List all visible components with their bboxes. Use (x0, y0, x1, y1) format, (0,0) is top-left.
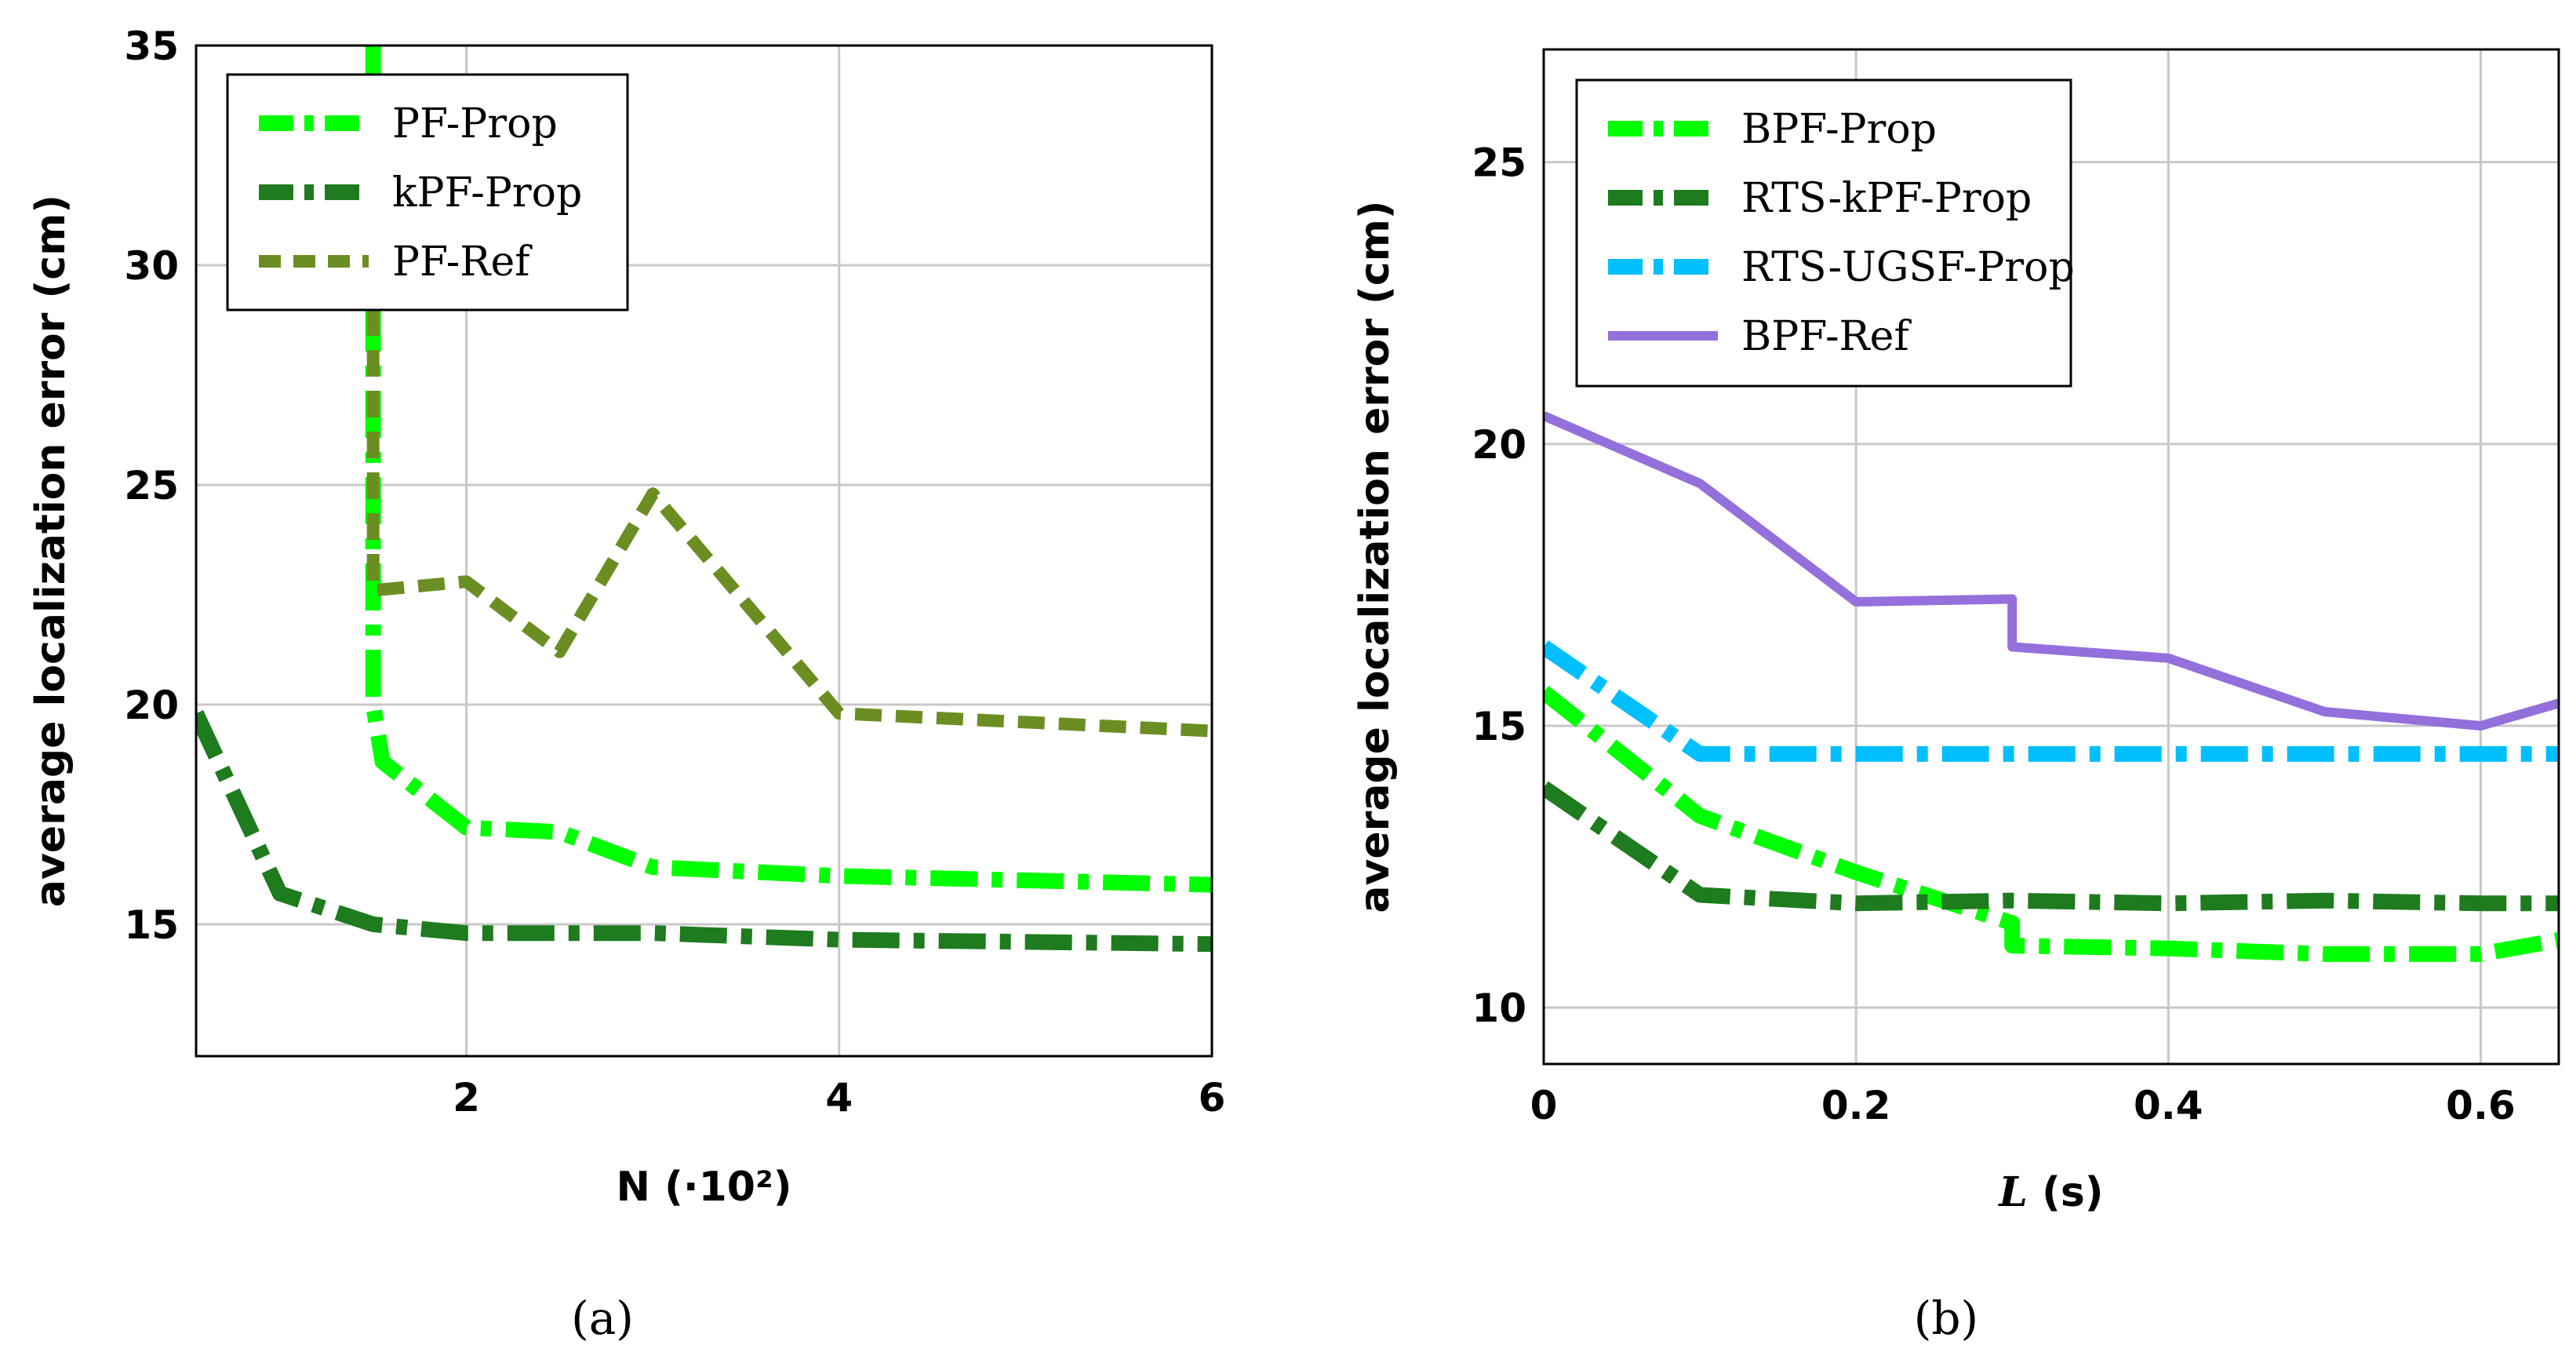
chart-a-xtick-1: 4 (825, 1075, 853, 1120)
chart-b-xlabel: L (s) (1997, 1168, 2103, 1216)
chart-b-xtick-3: 0.6 (2446, 1083, 2516, 1128)
chart-b-xtick-0: 0 (1530, 1083, 1558, 1128)
chart-b-xtick-2: 0.4 (2134, 1083, 2203, 1128)
chart-a-legend-label-2: PF-Ref (392, 239, 533, 286)
chart-b-frame (1542, 48, 2560, 1066)
chart-a: 2 4 6 15 20 25 30 35 N (·10²) average localizat… (27, 24, 1225, 1345)
chart-a-ylabel: average localization error (cm) (27, 195, 75, 907)
chart-b: 0 0.2 0.4 0.6 10 15 20 25 L (s) average localiz… (1352, 48, 2560, 1345)
chart-b-legend: BPF-Prop RTS-kPF-Prop RTS-UGSF-Prop BPF-Ref (1575, 78, 2075, 388)
chart-a-series (196, 46, 1212, 953)
chart-b-ticks: 0 0.2 0.4 0.6 10 15 20 25 (1472, 140, 2515, 1128)
chart-b-legend-label-0: BPF-Prop (1741, 106, 1937, 153)
chart-b-series-rts-ugsf-prop (1544, 640, 2559, 762)
chart-a-caption: (a) (571, 1292, 634, 1345)
chart-a-xtick-0: 2 (453, 1075, 480, 1120)
chart-b-legend-label-2: RTS-UGSF-Prop (1741, 244, 2075, 291)
chart-b-ytick-2: 20 (1472, 422, 1526, 468)
chart-b-ytick-0: 10 (1472, 986, 1526, 1031)
chart-b-legend-label-1: RTS-kPF-Prop (1741, 175, 2032, 222)
chart-a-ytick-1: 20 (124, 683, 179, 728)
chart-b-ytick-3: 25 (1472, 140, 1526, 186)
chart-a-ytick-2: 25 (124, 463, 179, 508)
chart-a-ytick-3: 30 (124, 243, 179, 289)
chart-b-xtick-1: 0.2 (1821, 1083, 1891, 1128)
chart-a-legend: PF-Prop kPF-Prop PF-Ref (226, 73, 629, 312)
chart-a-series-pf-prop (365, 46, 1212, 893)
chart-b-legend-label-3: BPF-Ref (1741, 313, 1912, 360)
chart-a-legend-label-0: PF-Prop (392, 100, 558, 148)
chart-b-series-bpf-prop (1544, 686, 2559, 962)
chart-b-series (1544, 411, 2559, 962)
chart-a-legend-box (226, 73, 629, 312)
chart-b-series-bpf-ref (1544, 411, 2559, 731)
chart-b-series-rts-kpf-prop (1544, 781, 2559, 912)
chart-b-ylabel: average localization error (cm) (1352, 200, 1399, 913)
chart-a-xtick-2: 6 (1199, 1075, 1226, 1120)
chart-a-ytick-0: 15 (124, 902, 179, 948)
chart-a-series-pf-ref (366, 309, 1212, 738)
chart-a-series-kpf-prop (196, 709, 1212, 953)
chart-b-caption: (b) (1914, 1292, 1978, 1345)
chart-a-xlabel: N (·10²) (616, 1164, 791, 1211)
chart-a-ticks: 2 4 6 15 20 25 30 35 (124, 24, 1225, 1120)
chart-a-ytick-4: 35 (124, 24, 179, 69)
chart-a-legend-label-1: kPF-Prop (392, 169, 582, 217)
chart-a-frame (195, 44, 1213, 1058)
chart-b-ytick-1: 15 (1472, 704, 1526, 749)
